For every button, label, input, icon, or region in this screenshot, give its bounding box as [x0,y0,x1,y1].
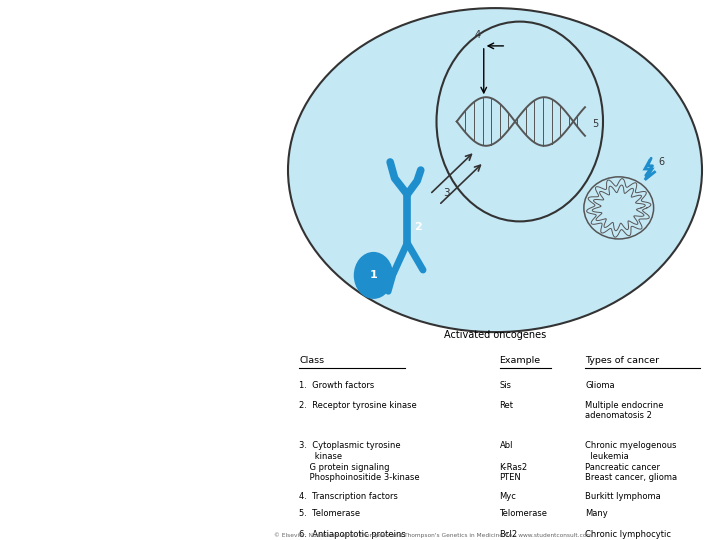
Text: Fig 16-3. Mechanisms of
tumorigenesis by
oncogenes of various
classes .Unregulat: Fig 16-3. Mechanisms of tumorigenesis by… [16,14,179,313]
Text: Telomerase: Telomerase [500,509,547,518]
Text: 5: 5 [592,119,598,129]
Text: Abl

K-Ras2
PTEN: Abl K-Ras2 PTEN [500,441,528,482]
Text: © Elsevier. Nussbaum et al: Thompson and Thompson's Genetics in Medicine 7e - ww: © Elsevier. Nussbaum et al: Thompson and… [274,533,593,538]
Text: 4: 4 [474,30,481,40]
Text: Burkitt lymphoma: Burkitt lymphoma [585,492,661,502]
Text: 2: 2 [414,222,422,232]
Text: Glioma: Glioma [585,381,615,390]
Text: Class: Class [300,356,325,366]
Text: 3.  Cytoplasmic tyrosine
      kinase
    G protein signaling
    Phosphoinositi: 3. Cytoplasmic tyrosine kinase G protein… [300,441,420,482]
Text: Sis: Sis [500,381,511,390]
Text: Ret: Ret [500,401,513,410]
Text: 5.  Telomerase: 5. Telomerase [300,509,361,518]
Text: Bcl2: Bcl2 [500,530,518,539]
Circle shape [354,253,392,298]
Text: 1: 1 [369,271,377,280]
Text: 4.  Transcription factors: 4. Transcription factors [300,492,398,502]
Text: Chronic myelogenous
  leukemia
Pancreatic cancer
Breast cancer, glioma: Chronic myelogenous leukemia Pancreatic … [585,441,677,482]
Text: 2.  Receptor tyrosine kinase: 2. Receptor tyrosine kinase [300,401,417,410]
Ellipse shape [584,177,654,239]
Text: Many: Many [585,509,608,518]
Text: Multiple endocrine
adenomatosis 2: Multiple endocrine adenomatosis 2 [585,401,664,421]
Text: Chronic lymphocytic
  leukemia: Chronic lymphocytic leukemia [585,530,671,540]
Text: Activated oncogenes: Activated oncogenes [444,330,546,340]
Text: 3: 3 [444,188,450,198]
Text: 6.  Antiapoptotic proteins: 6. Antiapoptotic proteins [300,530,406,539]
Text: Example: Example [500,356,541,366]
Text: Types of cancer: Types of cancer [585,356,659,366]
Text: Myc: Myc [500,492,516,502]
Text: 1.  Growth factors: 1. Growth factors [300,381,374,390]
Text: 6: 6 [658,157,665,167]
Ellipse shape [288,8,702,332]
Circle shape [436,22,603,221]
